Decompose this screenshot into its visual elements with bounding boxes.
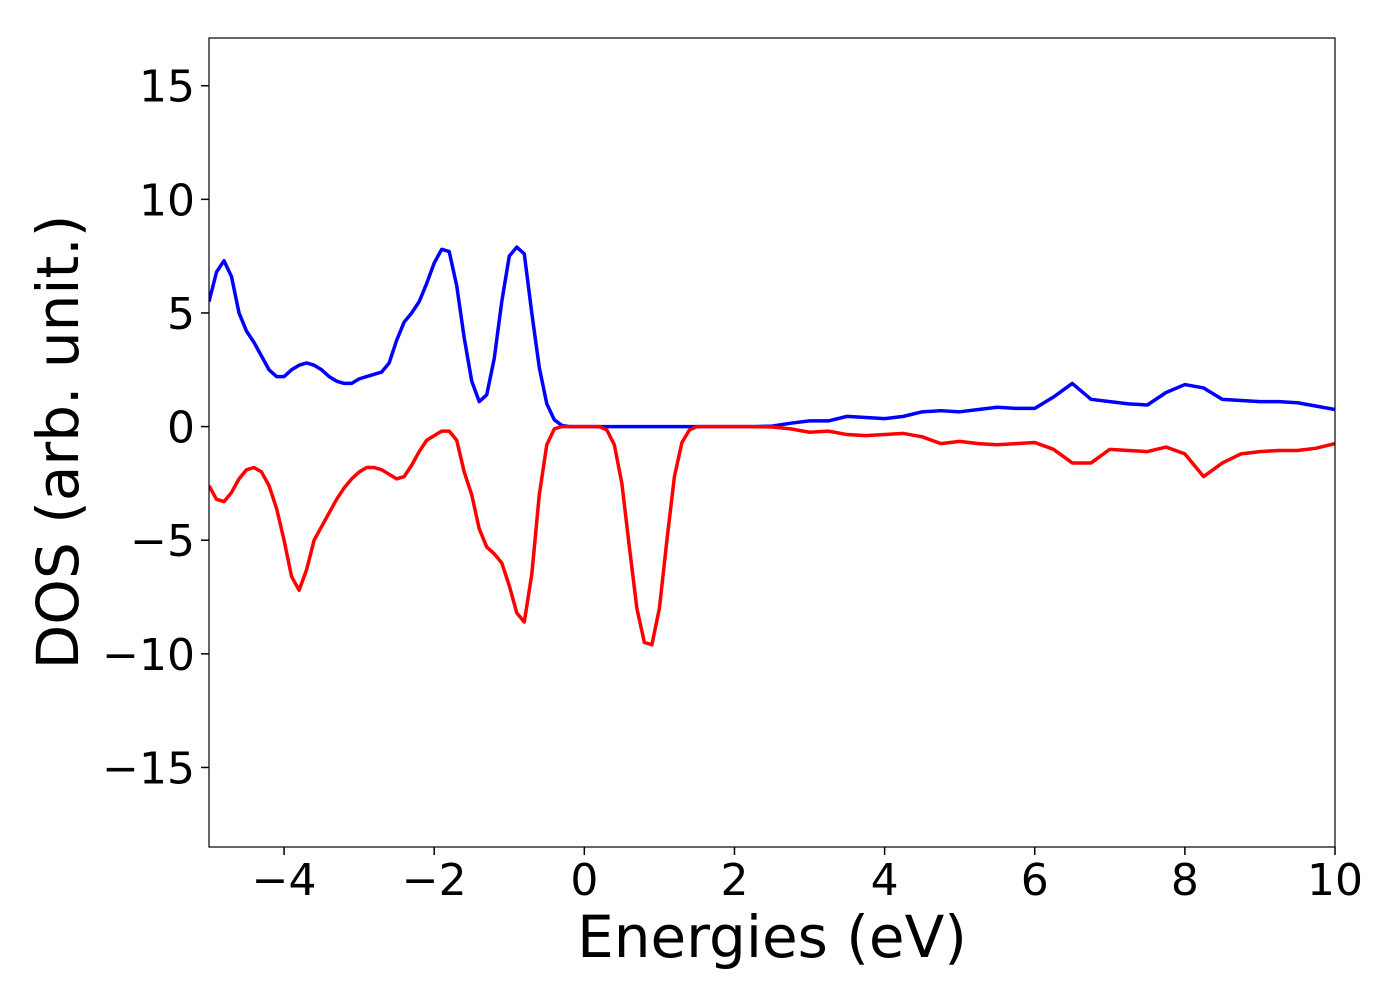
y-tick-label: 15 [139, 62, 195, 113]
y-tick-label: 10 [139, 175, 195, 226]
x-tick-label: −4 [252, 855, 317, 906]
x-tick-label: 0 [570, 855, 598, 906]
y-tick-label: −10 [102, 630, 195, 681]
y-axis-label: DOS (arb. unit.) [24, 215, 92, 670]
x-tick-label: 6 [1021, 855, 1049, 906]
series-line [209, 245, 1335, 429]
x-tick-label: −2 [402, 855, 467, 906]
y-tick-label: 5 [167, 289, 195, 340]
y-tick-label: −5 [130, 516, 195, 567]
x-tick-label: 4 [871, 855, 899, 906]
x-axis-label: Energies (eV) [577, 903, 967, 971]
x-tick-label: 8 [1171, 855, 1199, 906]
y-tick-label: 0 [167, 403, 195, 454]
y-tick-label: −15 [102, 743, 195, 794]
series-line [209, 424, 1335, 647]
plot-frame [208, 37, 1336, 848]
x-tick-label: 10 [1307, 855, 1363, 906]
x-tick-label: 2 [720, 855, 748, 906]
